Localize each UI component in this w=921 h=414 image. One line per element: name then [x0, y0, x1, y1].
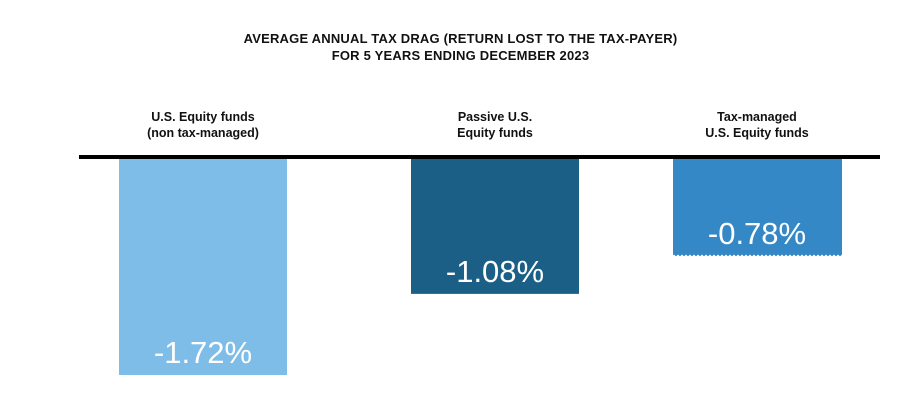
- bar-3: [673, 157, 842, 256]
- category-label-1: U.S. Equity funds (non tax-managed): [147, 110, 259, 140]
- data-label-3: -0.78%: [708, 216, 806, 251]
- chart-title-line-2: FOR 5 YEARS ENDING DECEMBER 2023: [331, 48, 590, 63]
- data-label-1: -1.72%: [154, 335, 252, 370]
- category-label-3: Tax-managed U.S. Equity funds: [705, 110, 809, 140]
- data-label-2: -1.08%: [446, 254, 544, 289]
- chart-title-line-1: AVERAGE ANNUAL TAX DRAG (RETURN LOST TO …: [243, 31, 678, 46]
- bar-2: [411, 157, 579, 294]
- category-label-2: Passive U.S. Equity funds: [457, 110, 533, 140]
- bar-1: [119, 157, 287, 375]
